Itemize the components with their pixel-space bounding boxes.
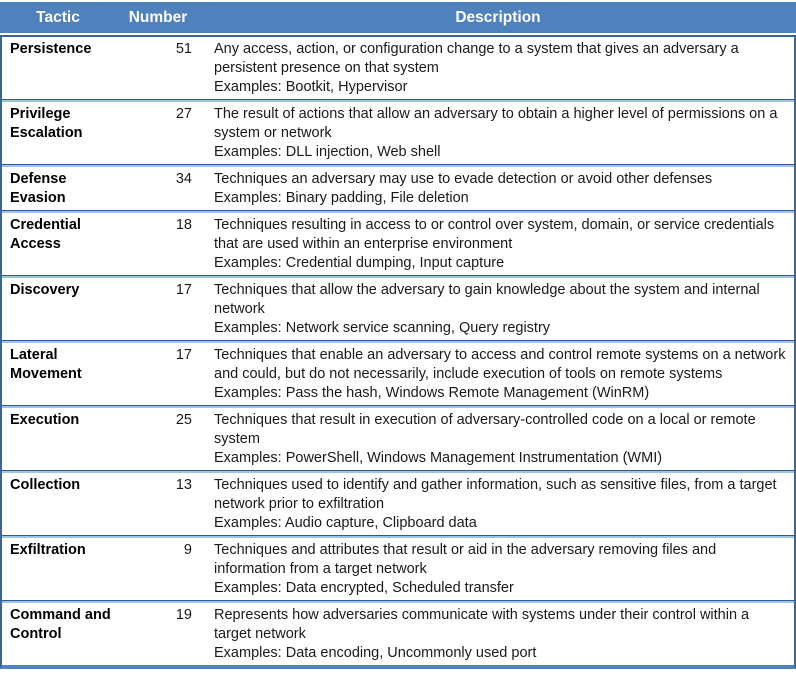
description-cell: Represents how adversaries communicate w…: [202, 606, 794, 663]
tactic-cell: Persistence: [10, 41, 92, 57]
number-cell: 51: [175, 41, 192, 57]
description-cell: Techniques used to identify and gather i…: [202, 476, 794, 533]
table-row-lateral-movement: Lateral Movement 17 Techniques that enab…: [2, 343, 794, 405]
number-cell: 13: [175, 477, 192, 493]
description-text: Represents how adversaries communicate w…: [214, 607, 750, 642]
tactic-cell: Privilege Escalation: [10, 106, 83, 141]
table-row-privilege-escalation: Privilege Escalation 27 The result of ac…: [2, 102, 794, 164]
table-row-exfiltration: Exfiltration 9 Techniques and attributes…: [2, 538, 794, 600]
column-header-number: Number: [128, 9, 188, 26]
description-cell: Any access, action, or configuration cha…: [202, 40, 794, 97]
description-cell: Techniques that result in execution of a…: [202, 411, 794, 468]
tactic-cell: Exfiltration: [10, 542, 86, 558]
description-cell: Techniques and attributes that result or…: [202, 541, 794, 598]
tactic-cell: Execution: [10, 412, 80, 428]
examples-text: Examples: Binary padding, File deletion: [214, 190, 469, 206]
examples-text: Examples: DLL injection, Web shell: [214, 144, 441, 160]
table-row-collection: Collection 13 Techniques used to identif…: [2, 473, 794, 535]
description-text: Techniques used to identify and gather i…: [214, 477, 777, 512]
table-row-defense-evasion: Defense Evasion 34 Techniques an adversa…: [2, 167, 794, 210]
number-cell: 34: [175, 171, 192, 187]
row-divider: [2, 600, 794, 603]
description-cell: Techniques resulting in access to or con…: [202, 216, 794, 273]
examples-text: Examples: PowerShell, Windows Management…: [214, 450, 663, 466]
description-text: Techniques that allow the adversary to g…: [214, 282, 760, 317]
row-divider: [2, 164, 794, 167]
table-row-discovery: Discovery 17 Techniques that allow the a…: [2, 278, 794, 340]
examples-text: Examples: Bootkit, Hypervisor: [214, 79, 408, 95]
examples-text: Examples: Data encoding, Uncommonly used…: [214, 645, 537, 661]
tactic-cell: Discovery: [10, 282, 80, 298]
description-cell: Techniques that allow the adversary to g…: [202, 281, 794, 338]
tactic-cell: Defense Evasion: [10, 171, 67, 206]
description-cell: Techniques an adversary may use to evade…: [202, 170, 794, 208]
table-row-execution: Execution 25 Techniques that result in e…: [2, 408, 794, 470]
row-divider: [2, 275, 794, 278]
description-text: Techniques resulting in access to or con…: [214, 217, 775, 252]
column-header-description: Description: [455, 9, 541, 26]
number-cell: 9: [183, 542, 192, 558]
examples-text: Examples: Pass the hash, Windows Remote …: [214, 385, 650, 401]
tactic-cell: Collection: [10, 477, 81, 493]
examples-text: Examples: Network service scanning, Quer…: [214, 320, 551, 336]
table-row-credential-access: Credential Access 18 Techniques resultin…: [2, 213, 794, 275]
number-cell: 18: [175, 217, 192, 233]
examples-text: Examples: Data encrypted, Scheduled tran…: [214, 580, 514, 596]
table-body: Persistence 51 Any access, action, or co…: [0, 35, 796, 669]
row-divider: [2, 535, 794, 538]
examples-text: Examples: Audio capture, Clipboard data: [214, 515, 477, 531]
description-text: The result of actions that allow an adve…: [214, 106, 778, 141]
description-text: Techniques that enable an adversary to a…: [214, 347, 786, 382]
row-divider: [2, 405, 794, 408]
tactic-cell: Lateral Movement: [10, 347, 82, 382]
tactic-cell: Command and Control: [10, 607, 111, 642]
row-divider: [2, 470, 794, 473]
table-header: Tactic Number Description: [0, 2, 796, 33]
number-cell: 27: [175, 106, 192, 122]
number-cell: 25: [175, 412, 192, 428]
number-cell: 17: [175, 347, 192, 363]
description-cell: The result of actions that allow an adve…: [202, 105, 794, 162]
description-text: Techniques and attributes that result or…: [214, 542, 717, 577]
examples-text: Examples: Credential dumping, Input capt…: [214, 255, 505, 271]
number-cell: 17: [175, 282, 192, 298]
row-divider: [2, 99, 794, 102]
description-text: Techniques an adversary may use to evade…: [214, 171, 713, 187]
description-text: Techniques that result in execution of a…: [214, 412, 756, 447]
table-row-command-and-control: Command and Control 19 Represents how ad…: [2, 603, 794, 665]
description-cell: Techniques that enable an adversary to a…: [202, 346, 794, 403]
row-divider: [2, 340, 794, 343]
column-header-tactic: Tactic: [36, 9, 80, 26]
number-cell: 19: [175, 607, 192, 623]
tactic-cell: Credential Access: [10, 217, 81, 252]
description-text: Any access, action, or configuration cha…: [214, 41, 739, 76]
row-divider: [2, 210, 794, 213]
table-row-persistence: Persistence 51 Any access, action, or co…: [2, 37, 794, 99]
